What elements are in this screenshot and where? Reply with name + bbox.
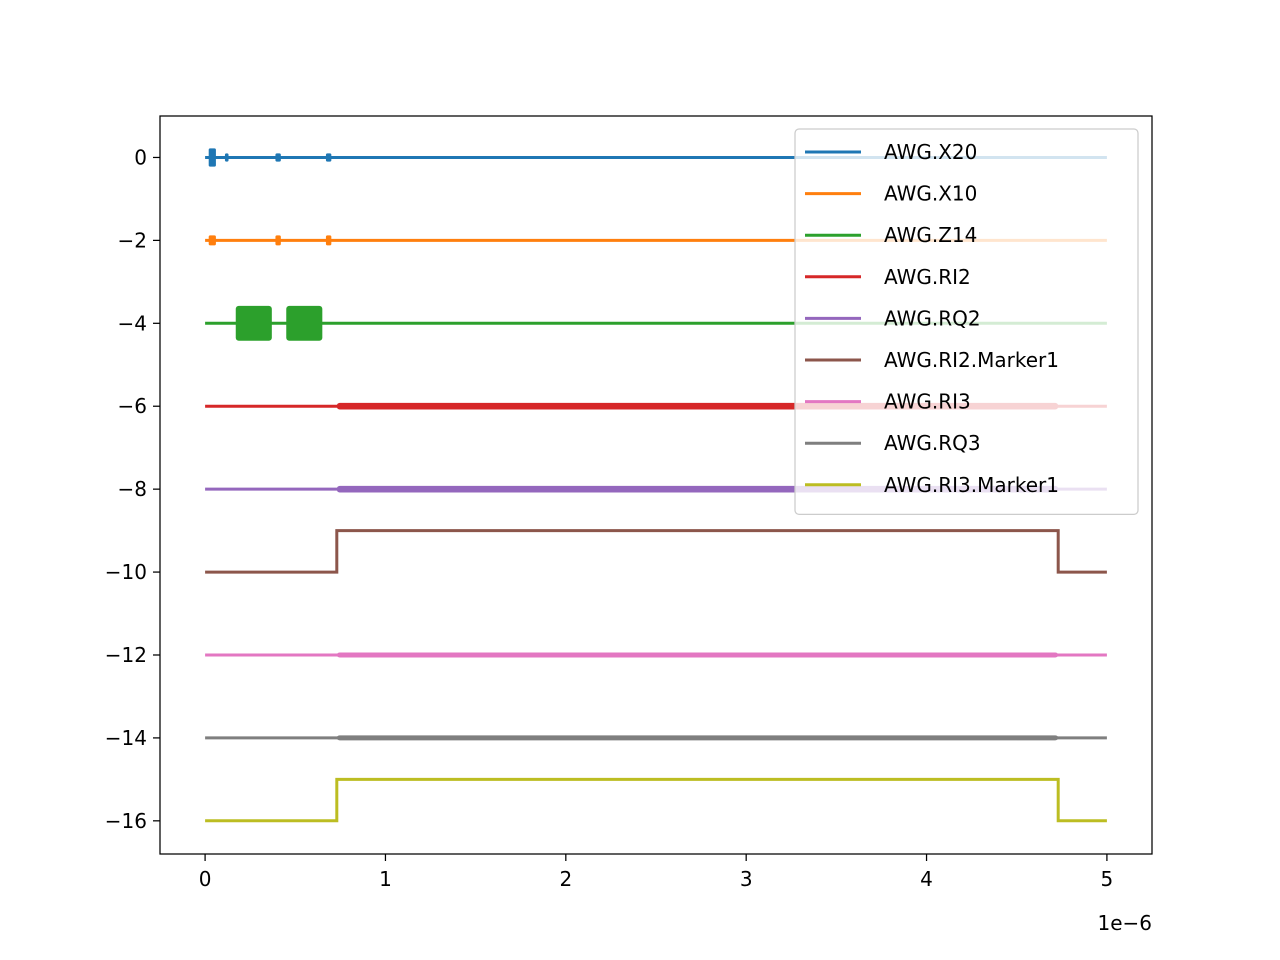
series-awg-rq3 (205, 735, 1107, 741)
series-burst (325, 153, 332, 162)
x-tick-label: 4 (920, 867, 933, 891)
legend-label: AWG.RI3 (884, 390, 971, 414)
series-line (205, 777, 1107, 823)
y-tick-label: −14 (105, 726, 147, 750)
series-line (205, 529, 1107, 574)
x-tick-label: 5 (1101, 867, 1114, 891)
x-tick-label: 0 (199, 867, 212, 891)
y-tick-label: −6 (118, 394, 147, 418)
y-tick-label: −4 (118, 311, 147, 335)
x-tick-label: 3 (740, 867, 753, 891)
y-tick-label: −10 (105, 560, 147, 584)
legend-label: AWG.RI2 (884, 265, 971, 289)
legend-label: AWG.RQ2 (884, 306, 981, 330)
series-burst (224, 153, 229, 162)
y-tick-label: −8 (118, 477, 147, 501)
series-awg-ri3-marker1 (205, 777, 1107, 823)
legend-label: AWG.X10 (884, 182, 977, 206)
x-tick-label: 1 (379, 867, 392, 891)
x-axis: 0 1 2 3 4 5 (199, 854, 1114, 891)
legend-label: AWG.RI2.Marker1 (884, 348, 1059, 372)
legend-box (794, 128, 1139, 516)
series-burst (286, 305, 323, 341)
x-offset-label: 1e−6 (1097, 911, 1152, 935)
y-tick-label: −12 (105, 643, 147, 667)
legend-label: AWG.Z14 (884, 223, 977, 247)
x-tick-label: 2 (559, 867, 572, 891)
series-burst (336, 652, 1059, 658)
series-burst (208, 235, 216, 246)
y-tick-label: 0 (134, 145, 147, 169)
legend: AWG.X20 AWG.X10 AWG.Z14 AWG.RI2 AWG.RQ2 AWG.R… (794, 128, 1139, 516)
series-burst (235, 305, 272, 341)
series-awg-ri3 (205, 652, 1107, 658)
legend-label: AWG.RQ3 (884, 431, 981, 455)
axes-frame (159, 115, 1153, 855)
series-burst (275, 153, 281, 162)
legend-label: AWG.X20 (884, 140, 977, 164)
series-awg-ri2-marker1 (205, 529, 1107, 574)
y-axis: 0 −2 −4 −6 −8 −10 −12 −14 −16 (105, 145, 160, 833)
series-burst (208, 148, 216, 167)
legend-label: AWG.RI3.Marker1 (884, 473, 1059, 497)
series-burst (336, 735, 1059, 741)
y-tick-label: −2 (118, 228, 147, 252)
y-tick-label: −16 (105, 809, 147, 833)
series-burst (275, 235, 281, 246)
series-burst (325, 235, 332, 246)
